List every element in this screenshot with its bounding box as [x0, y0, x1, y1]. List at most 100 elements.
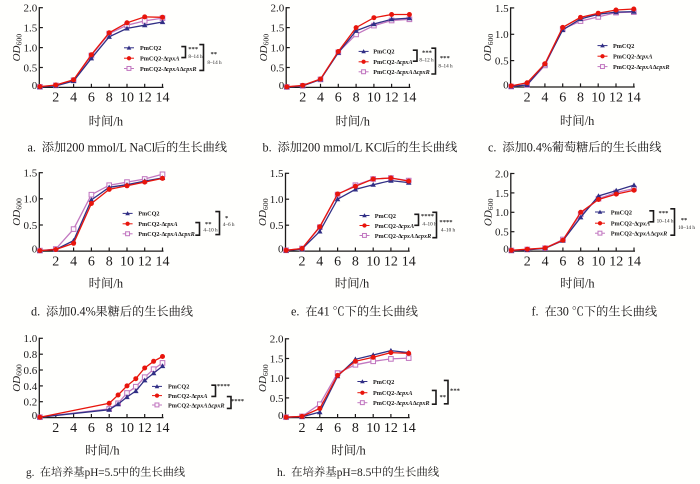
svg-text:1.5: 1.5: [270, 353, 284, 365]
svg-text:Δ: Δ: [413, 400, 417, 407]
svg-text:8: 8: [106, 254, 113, 269]
svg-text:0.5: 0.5: [24, 220, 38, 232]
svg-text:4: 4: [70, 91, 77, 106]
svg-text:2: 2: [299, 421, 306, 436]
svg-text:***: ***: [659, 210, 670, 217]
svg-text:10: 10: [120, 421, 134, 436]
svg-text:0: 0: [32, 80, 38, 92]
svg-text:2: 2: [52, 421, 59, 436]
svg-text:12: 12: [138, 91, 152, 106]
svg-text:200 mmol/L NaCl: 200 mmol/L NaCl: [66, 140, 156, 154]
svg-text:12: 12: [138, 254, 152, 269]
svg-text:****: ****: [217, 383, 231, 390]
svg-text:2.0: 2.0: [24, 3, 38, 15]
svg-text:cpxR: cpxR: [418, 233, 431, 240]
svg-text:1.5: 1.5: [24, 168, 38, 180]
svg-text:**: **: [681, 217, 688, 224]
svg-text:8: 8: [353, 91, 360, 106]
svg-text:Δ: Δ: [178, 231, 182, 238]
svg-text:12: 12: [385, 91, 399, 106]
svg-text:6: 6: [334, 254, 341, 269]
svg-text:cpxA: cpxA: [639, 54, 652, 61]
svg-text:PmCQ2-Δ: PmCQ2-Δ: [373, 69, 400, 76]
svg-text:8: 8: [577, 90, 584, 105]
svg-text:cpxA: cpxA: [194, 393, 207, 400]
svg-text:**: **: [211, 51, 218, 58]
svg-text:PmCQ2-Δ: PmCQ2-Δ: [373, 400, 400, 407]
svg-text:PmCQ2-Δ: PmCQ2-Δ: [140, 66, 167, 73]
svg-text:OD600: OD600: [11, 364, 24, 392]
svg-text:f.: f.: [532, 305, 539, 319]
svg-text:14: 14: [402, 254, 416, 269]
svg-text:0: 0: [503, 244, 509, 256]
svg-text:PmCQ2-Δ: PmCQ2-Δ: [373, 59, 400, 66]
svg-text:2: 2: [52, 91, 59, 106]
svg-text:/h: /h: [585, 277, 595, 291]
svg-text:cpxA: cpxA: [401, 223, 414, 230]
svg-text:0: 0: [279, 80, 285, 92]
svg-text:1.5: 1.5: [270, 168, 284, 180]
svg-text:0.5: 0.5: [495, 227, 509, 239]
svg-text:8–14 h: 8–14 h: [188, 54, 203, 60]
svg-text:1.0: 1.0: [24, 43, 38, 55]
svg-text:0.5: 0.5: [495, 56, 509, 68]
svg-text:2: 2: [524, 254, 531, 269]
svg-text:10: 10: [120, 91, 134, 106]
svg-text:2: 2: [299, 91, 306, 106]
svg-text:/h: /h: [360, 277, 370, 291]
svg-text:PmCQ2-Δ: PmCQ2-Δ: [611, 231, 638, 238]
svg-text:1.0: 1.0: [270, 373, 284, 385]
svg-text:cpxA: cpxA: [399, 390, 412, 397]
svg-text:8: 8: [352, 421, 359, 436]
svg-text:10: 10: [592, 254, 606, 269]
svg-text:1.0: 1.0: [270, 43, 284, 55]
svg-text:12: 12: [384, 421, 398, 436]
svg-text:2.0: 2.0: [270, 3, 284, 15]
svg-text:1.5: 1.5: [495, 3, 509, 15]
svg-text:8–12 h: 8–12 h: [419, 58, 434, 64]
svg-text:12: 12: [609, 254, 623, 269]
svg-text:PmCQ2-Δ: PmCQ2-Δ: [613, 64, 640, 71]
svg-text:0: 0: [503, 79, 509, 91]
svg-text:6: 6: [559, 254, 566, 269]
svg-text:8: 8: [352, 254, 359, 269]
svg-text:PmCQ2-Δ: PmCQ2-Δ: [138, 221, 165, 228]
svg-text:0.6: 0.6: [24, 365, 38, 377]
svg-text:2: 2: [524, 90, 531, 105]
svg-text:/h: /h: [110, 444, 120, 458]
svg-text:8: 8: [106, 91, 113, 106]
svg-text:200 mmol/L KCl: 200 mmol/L KCl: [302, 140, 386, 154]
svg-text:b.: b.: [263, 140, 272, 154]
svg-text:cpxA: cpxA: [399, 400, 412, 407]
svg-text:OD600: OD600: [258, 34, 271, 62]
svg-text:8: 8: [106, 421, 113, 436]
svg-text:PmCQ2: PmCQ2: [613, 43, 634, 50]
svg-text:1.0: 1.0: [495, 207, 509, 219]
svg-text:Δ: Δ: [651, 231, 655, 238]
svg-text:10: 10: [367, 91, 381, 106]
svg-text:14: 14: [156, 421, 170, 436]
svg-text:4–10 h: 4–10 h: [422, 222, 437, 228]
svg-text:0: 0: [278, 244, 284, 256]
svg-text:0: 0: [278, 410, 284, 422]
svg-text:0.4%: 0.4%: [70, 305, 95, 319]
svg-text:2: 2: [52, 254, 59, 269]
svg-text:10–14 h: 10–14 h: [678, 225, 695, 231]
svg-text:4: 4: [317, 91, 324, 106]
svg-text:0: 0: [32, 244, 38, 256]
svg-text:14: 14: [156, 254, 170, 269]
svg-text:*: *: [225, 215, 229, 222]
svg-text:***: ***: [422, 49, 433, 56]
svg-text:Δ: Δ: [208, 402, 212, 409]
svg-text:4: 4: [70, 254, 77, 269]
svg-text:/h: /h: [585, 114, 595, 128]
svg-text:PmCQ2: PmCQ2: [373, 49, 394, 56]
svg-text:14: 14: [627, 254, 641, 269]
svg-text:/h: /h: [113, 277, 123, 291]
svg-text:cpxR: cpxR: [417, 69, 430, 76]
svg-text:PmCQ2: PmCQ2: [138, 211, 159, 218]
svg-text:cpxA: cpxA: [400, 59, 413, 66]
svg-text:8: 8: [577, 254, 584, 269]
svg-text:cpxA: cpxA: [166, 66, 179, 73]
svg-text:6: 6: [334, 421, 341, 436]
